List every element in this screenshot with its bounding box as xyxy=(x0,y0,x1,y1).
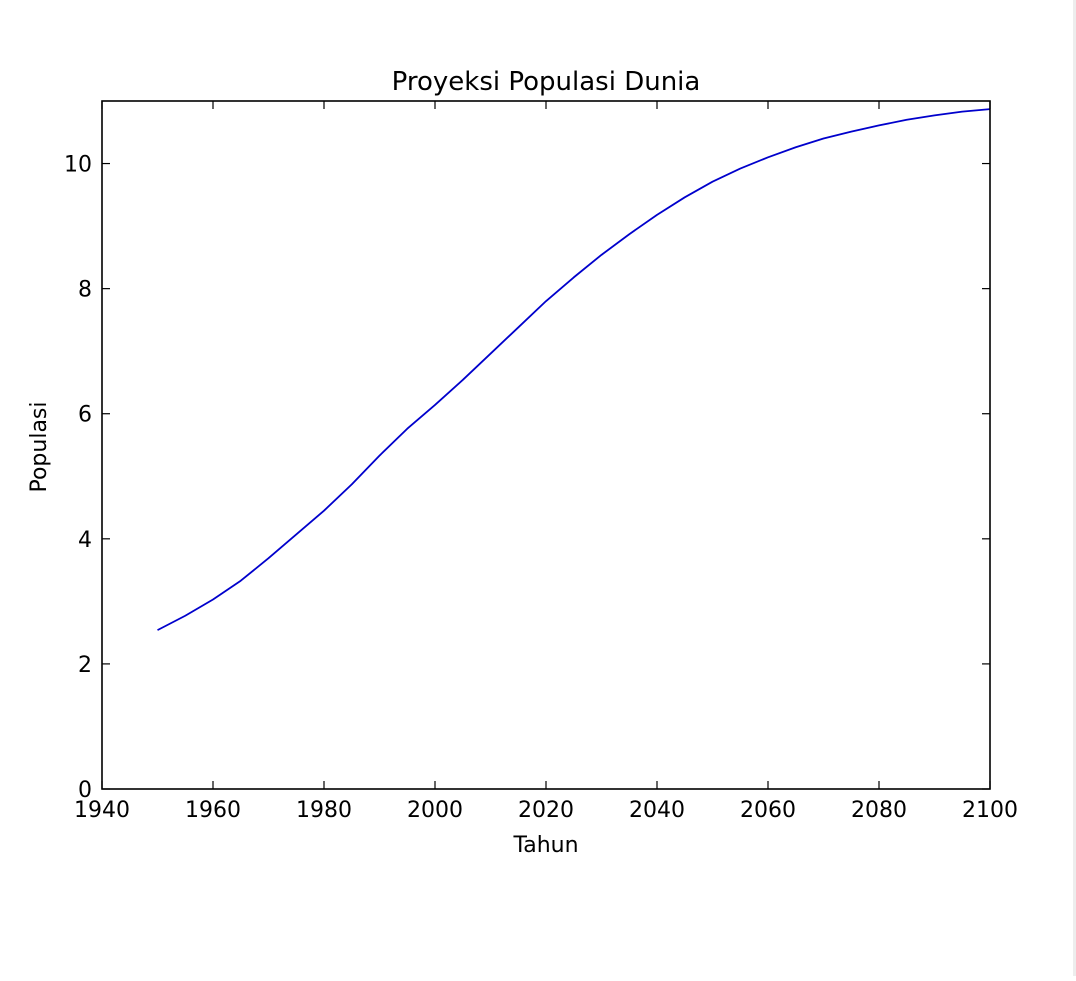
ticks-layer: 1940 1960 1980 2000 2020 2040 2060 2080 2100 0 2 4 6… xyxy=(64,101,1018,823)
x-tick-label: 1960 xyxy=(185,798,241,823)
x-tick-label: 1980 xyxy=(296,798,352,823)
series-line-0 xyxy=(157,108,991,631)
x-tick-label: 2060 xyxy=(740,798,796,823)
window-edge xyxy=(1073,0,1076,976)
y-tick-label: 10 xyxy=(64,153,92,178)
y-axis-label: Populasi xyxy=(27,401,52,492)
y-tick-label: 8 xyxy=(78,278,92,303)
x-tick-label: 2080 xyxy=(851,798,907,823)
y-tick-label: 0 xyxy=(78,778,92,803)
y-tick-label: 6 xyxy=(78,403,92,428)
plot-frame xyxy=(101,100,991,790)
chart-title: Proyeksi Populasi Dunia xyxy=(392,67,701,97)
x-tick-label: 1940 xyxy=(74,798,130,823)
x-tick-label: 2100 xyxy=(962,798,1018,823)
y-tick-label: 4 xyxy=(78,528,92,553)
series-layer xyxy=(157,108,991,631)
x-tick-label: 2000 xyxy=(407,798,463,823)
x-tick-label: 2040 xyxy=(629,798,685,823)
x-tick-label: 2020 xyxy=(518,798,574,823)
x-axis-label: Tahun xyxy=(512,833,578,858)
y-tick-label: 2 xyxy=(78,653,92,678)
